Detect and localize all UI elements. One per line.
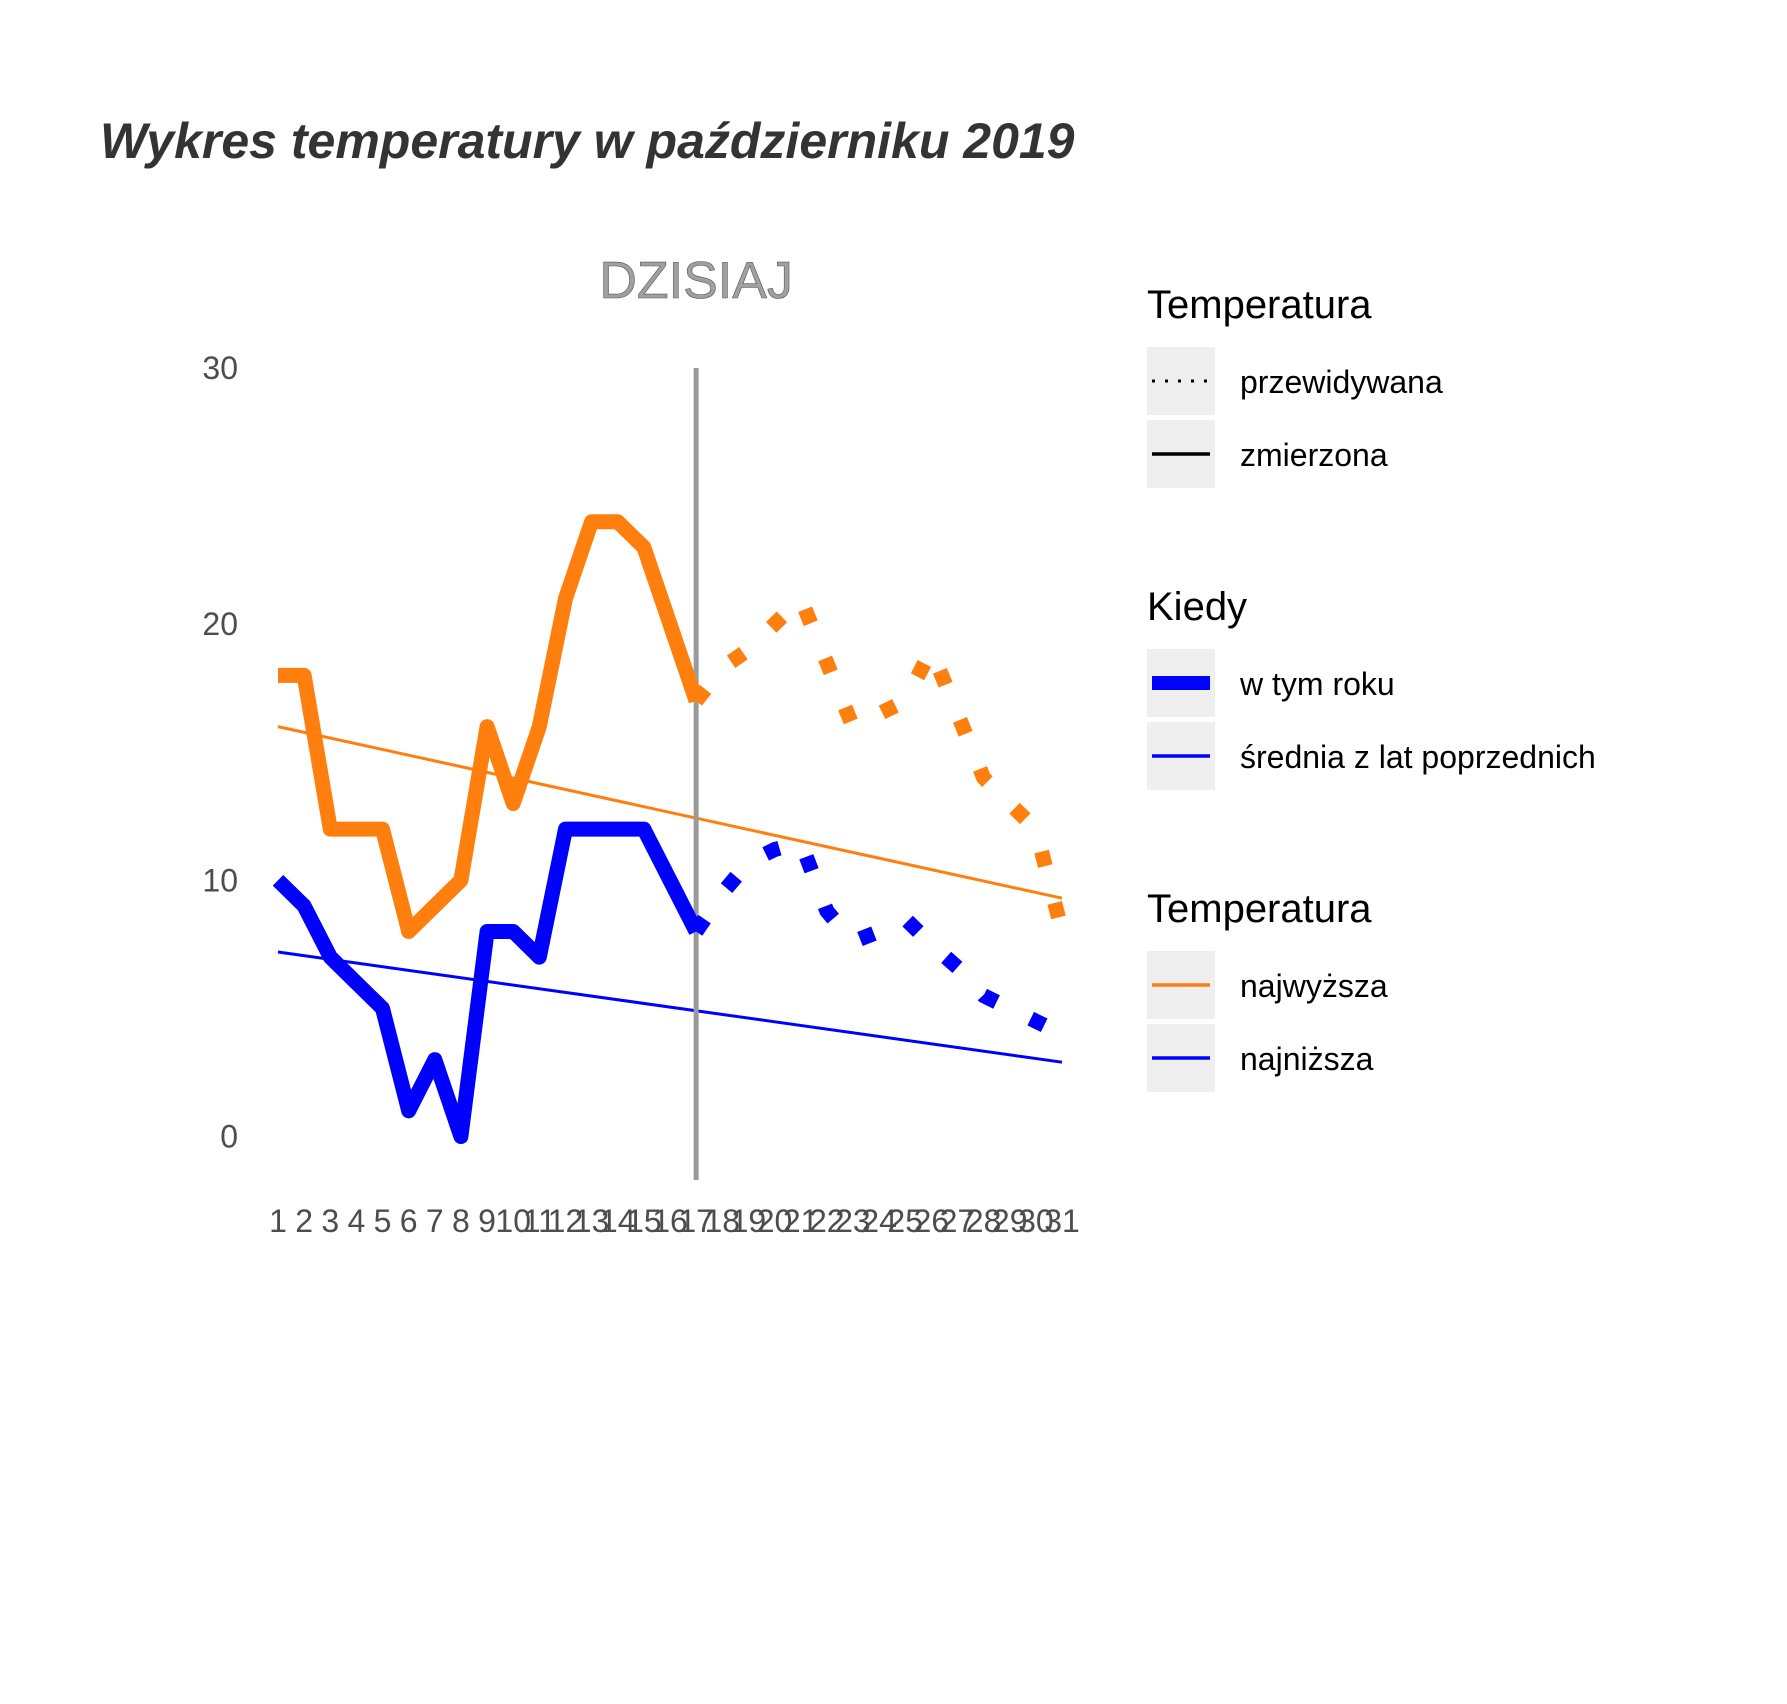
x-tick-label: 22 (809, 1203, 845, 1239)
legend-title-temperatura-type: Temperatura (1147, 283, 1372, 327)
x-axis-ticks: 1 2 3 4 5 6 7 8 9 1011121314151617181920212223242… (269, 1203, 1080, 1239)
x-tick-label: 21 (783, 1203, 819, 1239)
x-tick-label: 13 (574, 1203, 610, 1239)
x-tick-label: 5 (374, 1203, 392, 1239)
x-tick-label: 2 (295, 1203, 313, 1239)
x-tick-label: 10 (495, 1203, 531, 1239)
y-tick-label: 10 (202, 862, 238, 898)
x-tick-label: 11 (523, 1203, 556, 1239)
x-tick-label: 20 (757, 1203, 793, 1239)
series-line-forecast-najwyzsza (690, 591, 1070, 934)
x-tick-label: 27 (940, 1203, 976, 1239)
x-tick-label: 6 (400, 1203, 418, 1239)
legend: Temperatura przewidywana zmierzona Kiedy… (1147, 283, 1596, 1092)
legend-label-srednia: średnia z lat poprzednich (1240, 739, 1596, 775)
x-tick-label: 9 (478, 1203, 496, 1239)
legend-title-kiedy: Kiedy (1147, 585, 1247, 629)
x-tick-label: 26 (914, 1203, 950, 1239)
x-tick-label: 12 (548, 1203, 584, 1239)
x-tick-label: 25 (887, 1203, 923, 1239)
x-tick-label: 4 (348, 1203, 366, 1239)
x-tick-label: 7 (426, 1203, 444, 1239)
series-line-measured-najnizsza (272, 821, 703, 1144)
legend-label-w-tym-roku: w tym roku (1239, 666, 1395, 702)
x-tick-label: 23 (835, 1203, 871, 1239)
series-line-measured-najwyzsza (278, 514, 704, 939)
x-tick-label: 28 (966, 1203, 1002, 1239)
average-lines (277, 725, 1063, 1064)
today-label: DZISIAJ (599, 252, 793, 310)
x-tick-label: 3 (321, 1203, 339, 1239)
legend-title-temperatura-level: Temperatura (1147, 887, 1372, 931)
legend-label-przewidywana: przewidywana (1240, 364, 1443, 400)
series-line-forecast-najnizsza (689, 834, 1066, 1041)
x-tick-label: 17 (678, 1203, 714, 1239)
x-tick-label: 19 (731, 1203, 767, 1239)
y-axis-ticks: 0 10 20 30 (202, 350, 238, 1154)
x-tick-label: 1 (269, 1203, 287, 1239)
y-tick-label: 20 (202, 606, 238, 642)
x-tick-label: 16 (652, 1203, 688, 1239)
x-tick-label: 31 (1044, 1203, 1080, 1239)
y-tick-label: 30 (202, 350, 238, 386)
series-line-average-najnizsza (277, 950, 1063, 1064)
chart-title: Wykres temperatury w październiku 2019 (100, 113, 1075, 169)
x-tick-label: 24 (861, 1203, 897, 1239)
x-tick-label: 30 (1018, 1203, 1054, 1239)
x-tick-label: 14 (600, 1203, 636, 1239)
legend-label-zmierzona: zmierzona (1240, 437, 1388, 473)
x-tick-label: 29 (992, 1203, 1028, 1239)
legend-label-najwyzsza: najwyższa (1240, 968, 1388, 1004)
y-tick-label: 0 (220, 1118, 238, 1154)
x-tick-label: 15 (626, 1203, 662, 1239)
legend-label-najnizsza: najniższa (1240, 1041, 1374, 1077)
measured-lines (272, 514, 704, 1144)
x-tick-label: 8 (452, 1203, 470, 1239)
forecast-lines (689, 591, 1070, 1041)
series-line-average-najwyzsza (277, 725, 1063, 900)
x-tick-label: 18 (704, 1203, 740, 1239)
